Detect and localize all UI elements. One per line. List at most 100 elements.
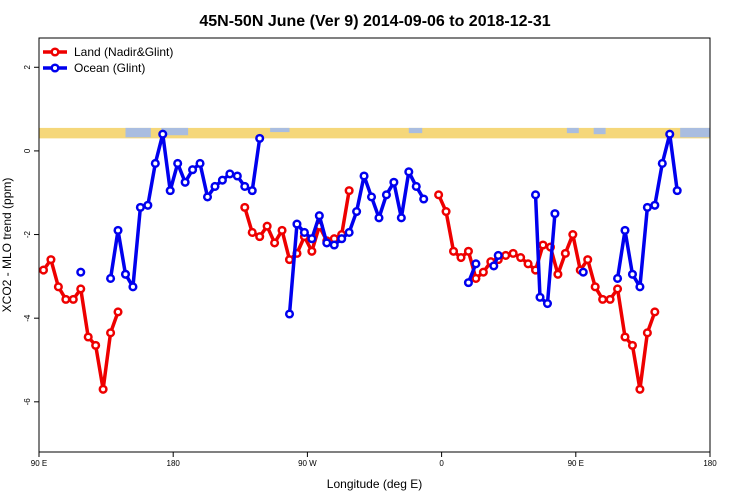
data-point — [478, 267, 488, 277]
data-point — [508, 248, 518, 258]
data-point — [672, 186, 682, 196]
data-point — [255, 232, 265, 242]
data-point — [578, 267, 588, 277]
x-tick-label: 0 — [439, 459, 444, 468]
ocean-band-segment — [593, 127, 606, 135]
data-point — [501, 250, 511, 261]
series-line — [287, 170, 426, 315]
data-point — [284, 255, 295, 265]
data-point — [627, 340, 638, 350]
data-point — [292, 219, 302, 229]
data-point — [344, 227, 354, 238]
data-point — [53, 282, 63, 292]
y-axis-label: XCO2 - MLO trend (ppm) — [0, 178, 14, 313]
data-point — [448, 246, 459, 256]
data-point — [419, 194, 429, 204]
data-point — [91, 340, 101, 350]
data-point — [381, 190, 391, 200]
ocean-band-segment — [566, 127, 579, 134]
data-point — [650, 307, 660, 317]
data-point — [530, 190, 541, 200]
data-point — [598, 294, 608, 304]
data-point — [434, 190, 444, 200]
data-point — [240, 202, 250, 212]
data-point — [307, 246, 317, 256]
data-point — [396, 213, 406, 223]
data-point — [270, 238, 280, 248]
y-tick-label: -6 — [23, 398, 32, 406]
ocean-band-segment — [408, 127, 423, 134]
x-tick-label: 180 — [167, 459, 181, 468]
data-point — [188, 165, 198, 175]
ocean-band-segment — [161, 127, 189, 136]
data-point — [627, 269, 638, 279]
data-point — [590, 282, 600, 292]
data-point — [605, 294, 615, 304]
data-point — [180, 177, 190, 187]
legend: Land (Nadir&Glint) Ocean (Glint) — [43, 45, 173, 75]
x-tick-label: 90 W — [298, 459, 317, 468]
chart-title: 45N-50N June (Ver 9) 2014-09-06 to 2018-… — [199, 13, 550, 30]
data-point — [277, 225, 287, 235]
legend-swatch-marker — [50, 47, 60, 57]
data-point — [613, 273, 623, 284]
data-point — [120, 269, 131, 279]
data-point — [113, 307, 123, 317]
data-point — [489, 261, 499, 271]
axis-ticks: 90 E 180 90 W 0 90 E 180 -6 -4 -2 0 2 — [23, 64, 717, 468]
data-point — [463, 278, 473, 288]
data-point — [68, 294, 78, 304]
data-point — [374, 213, 384, 223]
data-point — [657, 158, 667, 169]
data-point — [113, 225, 123, 235]
data-point — [150, 158, 160, 169]
data-point — [366, 192, 377, 202]
land-ocean-band — [39, 127, 710, 139]
data-point — [98, 384, 108, 394]
series-line — [108, 132, 262, 289]
data-point — [560, 248, 570, 258]
data-point — [255, 133, 265, 143]
data-point — [650, 200, 660, 210]
data-point — [202, 192, 213, 202]
data-point — [106, 328, 116, 338]
ocean-band-segment — [125, 127, 151, 138]
data-point — [76, 267, 86, 277]
data-point — [352, 206, 362, 217]
y-tick-label: 0 — [23, 148, 32, 153]
data-point — [46, 255, 56, 265]
y-tick-label: -4 — [23, 314, 32, 322]
data-point — [225, 169, 235, 179]
data-point — [620, 225, 630, 235]
data-point — [523, 259, 533, 269]
data-point — [493, 250, 503, 261]
x-tick-label: 90 E — [568, 459, 584, 468]
data-point — [143, 200, 153, 210]
data-point — [217, 175, 227, 185]
legend-label: Land (Nadir&Glint) — [74, 45, 173, 59]
data-point — [240, 181, 250, 192]
ocean-band-segment — [270, 127, 290, 133]
data-point — [322, 238, 332, 248]
data-point — [404, 167, 414, 177]
data-point — [247, 186, 257, 196]
data-point — [441, 206, 451, 217]
data-point — [83, 332, 93, 342]
data-point — [247, 227, 257, 238]
data-point — [135, 202, 145, 212]
x-axis-label: Longitude (deg E) — [327, 477, 422, 491]
data-point — [61, 294, 71, 304]
data-point — [344, 186, 354, 196]
data-point — [284, 309, 295, 319]
y-tick-label: 2 — [23, 64, 32, 69]
data-point — [232, 171, 242, 181]
data-point — [568, 229, 578, 240]
data-point — [635, 282, 645, 292]
data-point — [299, 227, 309, 238]
data-point — [195, 158, 205, 169]
data-point — [471, 259, 481, 269]
data-point — [620, 332, 630, 342]
series-ocean — [76, 129, 682, 319]
data-point — [262, 221, 272, 231]
series-layer — [38, 129, 682, 394]
